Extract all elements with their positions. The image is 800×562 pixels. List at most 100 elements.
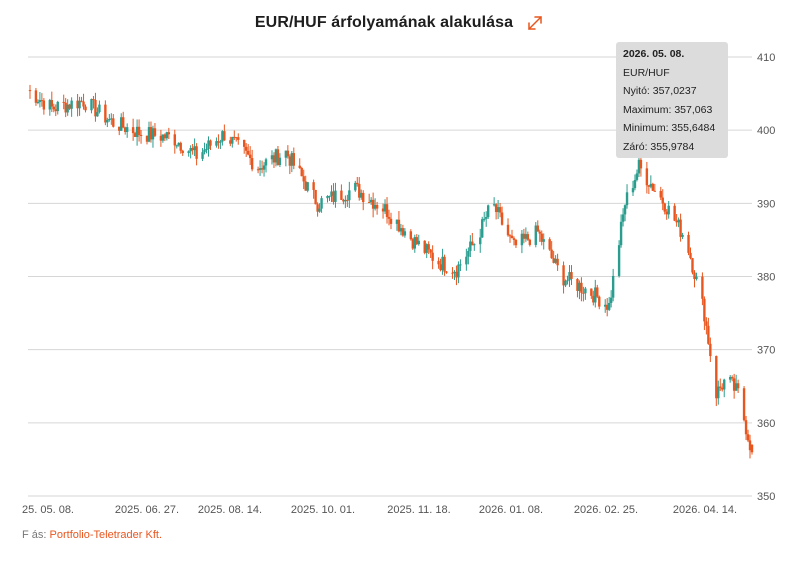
candle-body xyxy=(159,135,163,141)
candle-body xyxy=(403,231,407,236)
candle-body xyxy=(604,304,607,307)
candle-body xyxy=(193,146,196,151)
candle-body xyxy=(473,244,476,246)
candle-body xyxy=(570,272,573,279)
candle-body xyxy=(70,100,73,109)
candle-body xyxy=(209,140,212,146)
candle-body xyxy=(645,168,649,186)
candle-body xyxy=(703,298,706,322)
candle-body xyxy=(496,207,500,213)
tooltip-open: Nyitó: 357,0237 xyxy=(623,85,697,97)
candle-body xyxy=(151,128,155,140)
candle-body xyxy=(42,100,46,110)
candle-body xyxy=(441,256,444,271)
candle-body xyxy=(750,444,754,453)
candle-body xyxy=(165,132,169,139)
candle-body xyxy=(415,237,418,245)
candle-body xyxy=(131,127,135,134)
candle-body xyxy=(413,237,416,249)
candle-body xyxy=(181,150,184,154)
candle-body xyxy=(395,219,399,224)
candle-body xyxy=(723,379,726,390)
candle-body xyxy=(590,288,593,296)
candle-body xyxy=(552,258,555,263)
candle-body xyxy=(506,224,510,236)
candle-body xyxy=(554,258,557,263)
candle-body xyxy=(120,117,123,131)
candle-body xyxy=(112,118,115,127)
candle-body xyxy=(153,128,157,136)
candle-body xyxy=(500,212,504,225)
candle-body xyxy=(316,204,319,212)
candle-body xyxy=(592,295,595,303)
candle-body xyxy=(28,90,32,92)
candle-body xyxy=(173,134,176,146)
candle-body xyxy=(330,191,333,196)
candle-body xyxy=(512,238,516,240)
candle-body xyxy=(498,207,502,213)
candle-body xyxy=(298,165,301,168)
candle-body xyxy=(663,203,666,212)
candle-body xyxy=(707,325,710,344)
candle-body xyxy=(312,182,315,190)
candle-body xyxy=(237,137,240,140)
candle-body xyxy=(205,149,208,151)
candle-body xyxy=(56,101,59,112)
candle-body xyxy=(510,235,514,239)
candle-body xyxy=(264,159,268,166)
candle-body xyxy=(709,343,712,357)
source-link[interactable]: Portfolio-Teletrader Kft. xyxy=(49,529,163,541)
candle-body xyxy=(730,377,734,379)
candle-body xyxy=(556,258,559,266)
candle-body xyxy=(302,176,305,182)
candle-body xyxy=(455,271,458,278)
candle-body xyxy=(256,169,260,171)
candle-body xyxy=(318,208,321,212)
candle-body xyxy=(258,168,262,170)
candle-body xyxy=(471,241,474,246)
candle-body xyxy=(623,205,627,215)
candle-body xyxy=(399,228,403,232)
candle-body xyxy=(284,150,288,158)
candle-body xyxy=(52,106,55,110)
candle-body xyxy=(417,240,420,245)
y-tick-label: 360 xyxy=(757,418,775,430)
candle-body xyxy=(229,140,232,144)
candle-body xyxy=(717,386,720,399)
candle-body xyxy=(548,239,551,250)
candle-body xyxy=(286,150,290,157)
y-tick-label: 350 xyxy=(757,491,775,503)
candle-body xyxy=(578,282,581,291)
candle-body xyxy=(621,214,625,222)
candle-body xyxy=(580,282,583,293)
candle-body xyxy=(122,117,125,128)
y-tick-label: 380 xyxy=(757,272,775,284)
x-tick-label: 2025. 06. 27. xyxy=(115,504,179,516)
candle-body xyxy=(125,127,129,132)
candle-body xyxy=(649,183,653,187)
candle-body xyxy=(550,249,553,259)
candle-body xyxy=(611,275,615,298)
candle-body xyxy=(34,90,38,103)
candle-body xyxy=(437,260,440,265)
candle-body xyxy=(566,280,569,282)
expand-diagonal-icon[interactable] xyxy=(525,13,545,33)
candle-body xyxy=(451,272,454,274)
candle-body xyxy=(104,104,107,123)
candle-body xyxy=(54,109,57,112)
candle-body xyxy=(387,217,391,219)
candle-body xyxy=(483,218,486,220)
candle-body xyxy=(443,256,446,272)
candle-body xyxy=(292,153,295,166)
candle-body xyxy=(514,239,518,246)
x-tick-label: 2026. 04. 14. xyxy=(673,504,737,516)
candle-body xyxy=(260,168,264,170)
candle-body xyxy=(568,272,571,281)
candle-body xyxy=(677,219,680,223)
candle-body xyxy=(201,152,204,159)
candle-body xyxy=(409,231,413,240)
candle-body xyxy=(373,204,377,209)
candle-body xyxy=(635,173,639,180)
candle-body xyxy=(457,264,460,278)
